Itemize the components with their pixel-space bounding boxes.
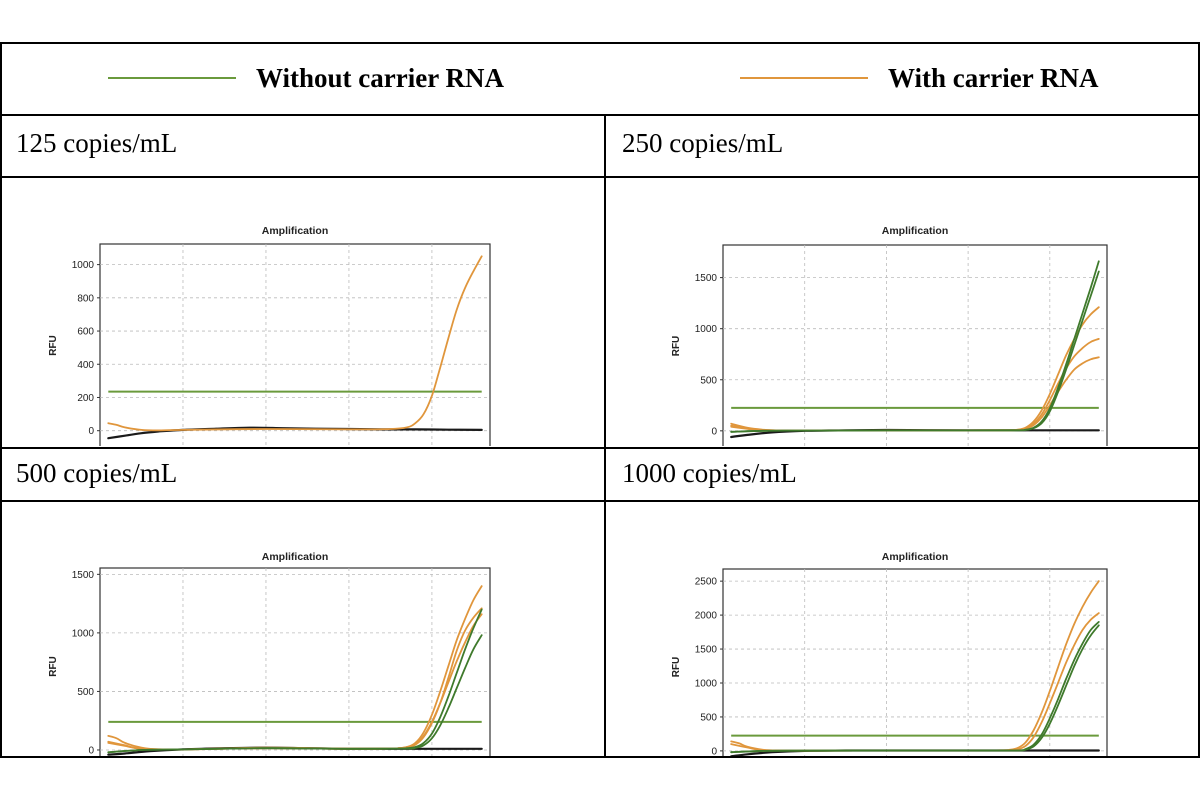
y-axis-label: RFU	[671, 657, 682, 678]
frame-row-divider-2	[0, 447, 1200, 449]
y-tick-label: 0	[88, 745, 94, 756]
series-line-with	[730, 338, 1100, 432]
y-tick-label: 0	[711, 746, 717, 756]
frame-legend-divider	[0, 114, 1200, 116]
chart-title: Amplification	[262, 551, 329, 563]
chart-title: Amplification	[262, 225, 329, 237]
y-tick-label: 1000	[695, 678, 718, 689]
legend: Without carrier RNA With carrier RNA	[0, 42, 1200, 114]
frame-row-divider-1	[0, 176, 1200, 178]
plot-frame	[99, 243, 491, 446]
panel-title-125: 125 copies/mL	[16, 128, 178, 158]
series-line-without	[730, 270, 1100, 433]
y-axis-label: RFU	[48, 335, 59, 356]
y-tick-label: 1000	[695, 324, 718, 335]
chart-500-copies: Amplification010203040050010001500RFU	[48, 551, 491, 756]
y-tick-label: 500	[700, 712, 717, 723]
chart-title: Amplification	[882, 551, 949, 563]
y-tick-label: 1500	[695, 273, 718, 284]
y-tick-label: 200	[77, 393, 94, 404]
series-line-with	[107, 585, 483, 751]
y-tick-label: 500	[700, 375, 717, 386]
series-line-without	[107, 608, 483, 754]
y-axis-label: RFU	[48, 656, 59, 677]
series-line-without	[730, 621, 1100, 754]
frame-top-border	[0, 42, 1200, 44]
legend-item-with-carrier: With carrier RNA	[740, 42, 1098, 114]
panel-title-1000: 1000 copies/mL	[622, 458, 797, 488]
figure-frame: Without carrier RNA With carrier RNA 125…	[0, 42, 1200, 758]
y-tick-label: 2500	[695, 577, 718, 588]
y-tick-label: 1000	[72, 628, 95, 639]
frame-left-border	[0, 42, 2, 758]
chart-125-copies: Amplification01020304002004006008001000C…	[48, 225, 491, 446]
y-axis-label: RFU	[671, 336, 682, 357]
legend-label-with: With carrier RNA	[888, 62, 1099, 93]
y-tick-label: 400	[77, 360, 94, 371]
series-line-baseline	[107, 426, 483, 440]
plot-frame	[722, 244, 1108, 446]
y-tick-label: 1500	[695, 645, 718, 656]
y-tick-label: 2000	[695, 611, 718, 622]
y-tick-label: 1000	[72, 260, 95, 271]
frame-row-divider-3	[0, 500, 1200, 502]
y-tick-label: 0	[711, 426, 717, 437]
chart-1000-copies: Amplification010203040050010001500200025…	[671, 551, 1108, 756]
panel-title-250: 250 copies/mL	[622, 128, 784, 158]
y-tick-label: 0	[88, 426, 94, 437]
plot-frame	[722, 568, 1108, 756]
legend-swatch-with	[740, 77, 868, 79]
y-tick-label: 800	[77, 293, 94, 304]
legend-item-without-carrier: Without carrier RNA	[108, 42, 504, 114]
frame-bottom-border	[0, 756, 1200, 758]
legend-label-without: Without carrier RNA	[256, 62, 504, 93]
frame-column-divider	[604, 115, 606, 757]
chart-title: Amplification	[882, 225, 949, 237]
panel-title-500: 500 copies/mL	[16, 458, 178, 488]
series-line-with	[730, 580, 1100, 752]
legend-swatch-without	[108, 77, 236, 79]
series-line-with	[107, 255, 483, 432]
y-tick-label: 1500	[72, 570, 95, 581]
series-line-without	[107, 634, 483, 754]
y-tick-label: 500	[77, 687, 94, 698]
y-tick-label: 600	[77, 327, 94, 338]
plot-frame	[99, 567, 491, 756]
frame-right-border	[1198, 42, 1200, 758]
series-line-without	[730, 624, 1100, 754]
chart-250-copies: Amplification010203040050010001500Cycles…	[671, 225, 1108, 446]
